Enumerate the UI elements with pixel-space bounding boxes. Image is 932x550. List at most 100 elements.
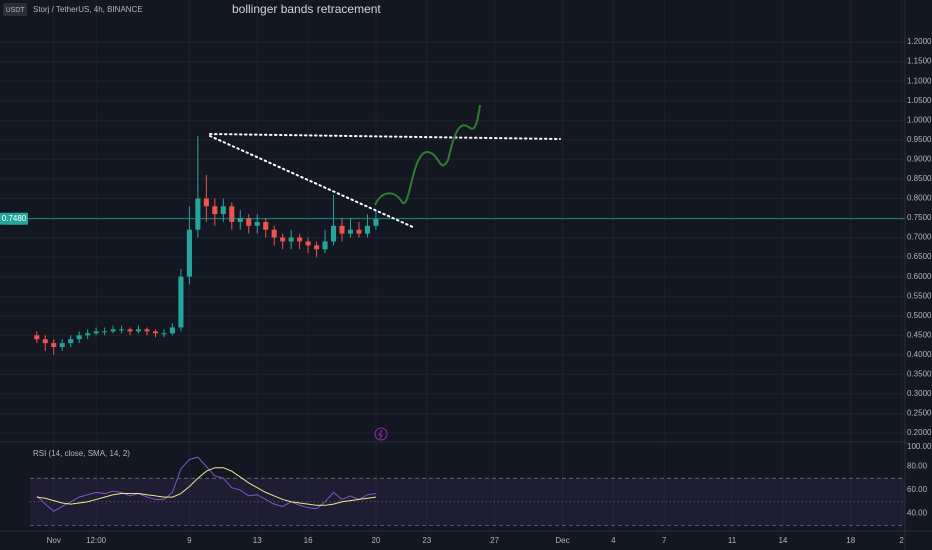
candle-body: [203, 198, 209, 207]
candle-body: [246, 218, 252, 226]
candle-body: [135, 329, 142, 332]
rsi-line: [36, 467, 376, 506]
marks: [0, 135, 905, 512]
y-tick-label: 40.00: [907, 509, 928, 518]
rsi-band-fill: [30, 478, 905, 526]
y-tick-label: 0.7500: [907, 213, 932, 222]
x-tick-label: Nov: [47, 536, 61, 545]
candle-body: [347, 229, 354, 234]
projection-curve: [374, 104, 481, 206]
y-tick-label: 1.0000: [907, 115, 932, 124]
y-tick-label: 0.2000: [907, 428, 932, 437]
candle-body: [373, 218, 379, 226]
x-tick-label: 9: [187, 536, 192, 545]
candle-body: [229, 206, 235, 222]
candle-body: [280, 237, 286, 242]
x-tick-label: 16: [304, 536, 313, 545]
currency-label: USDT: [5, 7, 25, 14]
y-tick-label: 100.00: [907, 442, 932, 451]
candle-body: [364, 225, 370, 234]
rsi-title: RSI (14, close, SMA, 14, 2): [33, 449, 130, 458]
x-tick-label: 12:00: [86, 536, 107, 545]
candle-body: [263, 221, 269, 230]
x-tick-label: 13: [253, 536, 262, 545]
candle-body: [76, 335, 82, 340]
trend-line: [209, 135, 416, 229]
x-tick-label: 20: [371, 536, 380, 545]
y-tick-label: 0.8500: [907, 174, 932, 183]
candle-body: [34, 335, 40, 340]
rsi-line: [36, 456, 376, 512]
candle-body: [127, 329, 133, 332]
y-tick-label: 0.4000: [907, 350, 932, 359]
y-tick-label: 0.3500: [907, 369, 932, 378]
candle-body: [356, 229, 362, 234]
last-price-label: 0.7480: [2, 214, 27, 223]
currency-badge[interactable]: [3, 3, 27, 16]
x-tick-label: 27: [490, 536, 499, 545]
y-tick-label: 60.00: [907, 485, 928, 494]
event-icon[interactable]: [374, 427, 388, 441]
candle-body: [254, 221, 260, 226]
candle-body: [93, 331, 99, 334]
candle-body: [195, 198, 201, 230]
y-tick-label: 0.2500: [907, 409, 932, 418]
candle-body: [42, 339, 48, 344]
candle-body: [102, 331, 108, 333]
candle-body: [237, 218, 243, 222]
candle-body: [339, 225, 345, 234]
candle-body: [330, 225, 337, 242]
annotation: bollinger bands retracement: [232, 2, 381, 16]
y-tick-label: 0.9000: [907, 154, 932, 163]
y-tick-label: 1.1500: [907, 57, 932, 66]
y-tick-label: 0.8000: [907, 194, 932, 203]
y-tick-label: 0.7000: [907, 233, 932, 242]
y-tick-label: 1.1000: [907, 76, 932, 85]
candle-body: [271, 229, 277, 238]
last-price-badge: [0, 212, 28, 225]
event-icon-bolt: [378, 429, 383, 440]
candle-body: [288, 237, 294, 242]
y-tick-label: 0.6000: [907, 272, 932, 281]
candle-body: [68, 339, 74, 344]
candle-body: [119, 329, 125, 331]
candle-body: [297, 237, 303, 242]
candle-body: [305, 241, 311, 246]
candle-body: [186, 229, 192, 277]
candle-body: [314, 245, 320, 250]
y-tick-label: 0.6500: [907, 252, 932, 261]
x-tick-label: 7: [662, 536, 667, 545]
y-tick-label: 0.4500: [907, 330, 932, 339]
candle-body: [161, 333, 167, 335]
candle-body: [322, 241, 328, 250]
candle-body: [178, 276, 184, 328]
y-tick-label: 1.0500: [907, 96, 932, 105]
x-tick-label: 14: [778, 536, 787, 545]
candle-body: [152, 331, 159, 334]
x-tick-label: 11: [728, 536, 737, 545]
x-tick-label: 4: [611, 536, 616, 545]
grid: [0, 0, 908, 530]
symbol-title: Storj / TetherUS, 4h, BINANCE: [33, 5, 143, 14]
y-tick-label: 0.5500: [907, 291, 932, 300]
x-tick-label: Dec: [555, 536, 569, 545]
y-tick-label: 0.5000: [907, 311, 932, 320]
candle-body: [59, 343, 65, 348]
x-tick-label: 2: [899, 536, 904, 545]
x-tick-label: 23: [422, 536, 431, 545]
candle-body: [169, 327, 175, 334]
y-tick-label: 0.9500: [907, 135, 932, 144]
resistance-line: [209, 133, 561, 140]
y-tick-label: 1.2000: [907, 37, 932, 46]
candle-body: [85, 333, 91, 336]
y-tick-label: 80.00: [907, 462, 928, 471]
candle-body: [144, 329, 150, 332]
x-tick-label: 18: [846, 536, 855, 545]
candle-body: [220, 206, 226, 215]
y-tick-label: 0.3000: [907, 389, 932, 398]
candle-body: [110, 329, 116, 332]
candle-body: [51, 343, 57, 348]
